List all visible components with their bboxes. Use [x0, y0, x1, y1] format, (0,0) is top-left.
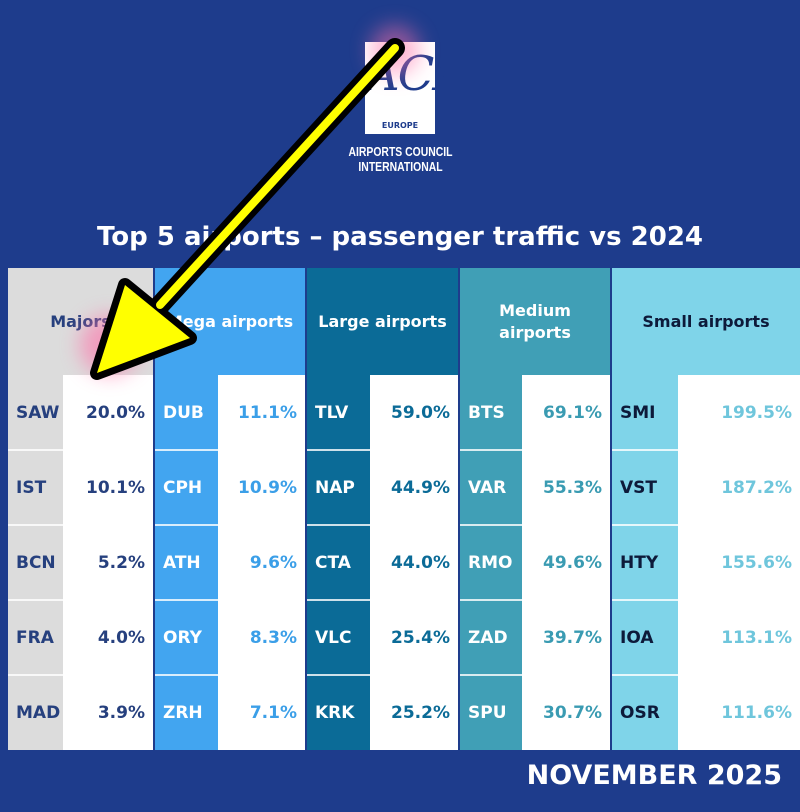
row-divider: [612, 599, 678, 601]
traffic-growth-value: 10.9%: [218, 450, 305, 525]
traffic-growth-value: 8.3%: [218, 600, 305, 675]
row-divider: [460, 524, 522, 526]
arrow-shaft: [156, 44, 399, 309]
airport-code: BCN: [16, 552, 56, 573]
traffic-growth-value: 199.5%: [678, 375, 800, 450]
row-divider: [460, 449, 522, 451]
airport-code: OSR: [620, 702, 660, 723]
row-divider: [460, 599, 522, 601]
row-divider: [8, 599, 63, 601]
airport-code: ATH: [163, 552, 201, 573]
logo-subtitle-line2: INTERNATIONAL: [358, 159, 443, 174]
row-divider: [8, 674, 63, 676]
traffic-growth-value: 44.9%: [370, 450, 458, 525]
traffic-growth-value: 9.6%: [218, 525, 305, 600]
airport-code: VLC: [315, 627, 352, 648]
traffic-growth-value: 3.9%: [63, 675, 153, 750]
airport-code: ZRH: [163, 702, 203, 723]
row-divider: [612, 449, 678, 451]
traffic-growth-value: 4.0%: [63, 600, 153, 675]
date-label: NOVEMBER 2025: [526, 760, 782, 791]
traffic-growth-value: 25.2%: [370, 675, 458, 750]
row-divider: [155, 449, 218, 451]
traffic-growth-value: 20.0%: [63, 375, 153, 450]
row-divider: [307, 599, 370, 601]
traffic-growth-value: 49.6%: [522, 525, 610, 600]
traffic-growth-value: 69.1%: [522, 375, 610, 450]
traffic-growth-value: 10.1%: [63, 450, 153, 525]
page-title: Top 5 airports – passenger traffic vs 20…: [97, 222, 703, 252]
airport-code: SAW: [16, 402, 60, 423]
airport-code: HTY: [620, 552, 659, 573]
airport-code: VAR: [468, 477, 507, 498]
traffic-growth-value: 113.1%: [678, 600, 800, 675]
row-divider: [155, 674, 218, 676]
row-divider: [307, 524, 370, 526]
group-column-medium-airports: Medium airports BTS 69.1% VAR 55.3% RMO 49.6% Z…: [460, 268, 610, 750]
row-divider: [612, 524, 678, 526]
airport-code: VST: [620, 477, 657, 498]
row-divider: [612, 674, 678, 676]
logo-subtitle: AIRPORTS COUNCIL INTERNATIONAL: [335, 144, 467, 174]
traffic-growth-value: 59.0%: [370, 375, 458, 450]
row-divider: [460, 674, 522, 676]
traffic-growth-value: 187.2%: [678, 450, 800, 525]
airport-code: CPH: [163, 477, 203, 498]
row-divider: [155, 599, 218, 601]
traffic-growth-value: 44.0%: [370, 525, 458, 600]
airport-code: CTA: [315, 552, 351, 573]
airport-code: SPU: [468, 702, 507, 723]
airport-code: MAD: [16, 702, 61, 723]
traffic-growth-value: 39.7%: [522, 600, 610, 675]
group-header: Mega airports: [166, 311, 294, 331]
traffic-growth-value: 111.6%: [678, 675, 800, 750]
row-divider: [155, 524, 218, 526]
group-header: Small airports: [642, 311, 770, 331]
row-divider: [8, 524, 63, 526]
traffic-growth-value: 30.7%: [522, 675, 610, 750]
group-header: Medium airports: [499, 300, 571, 342]
logo-subtitle-line1: AIRPORTS COUNCIL: [348, 144, 453, 159]
group-column-small-airports: Small airports SMI 199.5% VST 187.2% HTY 155.6…: [612, 268, 800, 750]
traffic-growth-value: 155.6%: [678, 525, 800, 600]
airport-code: ZAD: [468, 627, 508, 648]
airport-code: TLV: [315, 402, 349, 423]
traffic-growth-value: 7.1%: [218, 675, 305, 750]
traffic-growth-value: 25.4%: [370, 600, 458, 675]
airport-code: BTS: [468, 402, 505, 423]
airport-code: SMI: [620, 402, 656, 423]
airport-code: IST: [16, 477, 47, 498]
row-divider: [307, 674, 370, 676]
group-column-large-airports: Large airports TLV 59.0% NAP 44.9% CTA 44.0% VL…: [307, 268, 458, 750]
logo-region: EUROPE: [381, 121, 419, 130]
airport-code: KRK: [315, 702, 355, 723]
airport-code: IOA: [620, 627, 654, 648]
row-divider: [8, 449, 63, 451]
airport-code: DUB: [163, 402, 204, 423]
airport-code: FRA: [16, 627, 54, 648]
group-header: Large airports: [318, 311, 447, 331]
traffic-growth-value: 5.2%: [63, 525, 153, 600]
traffic-growth-value: 55.3%: [522, 450, 610, 525]
airport-code: RMO: [468, 552, 513, 573]
airport-code: ORY: [163, 627, 202, 648]
row-divider: [307, 449, 370, 451]
airport-code: NAP: [315, 477, 355, 498]
traffic-growth-value: 11.1%: [218, 375, 305, 450]
arrow-head: [97, 285, 190, 373]
